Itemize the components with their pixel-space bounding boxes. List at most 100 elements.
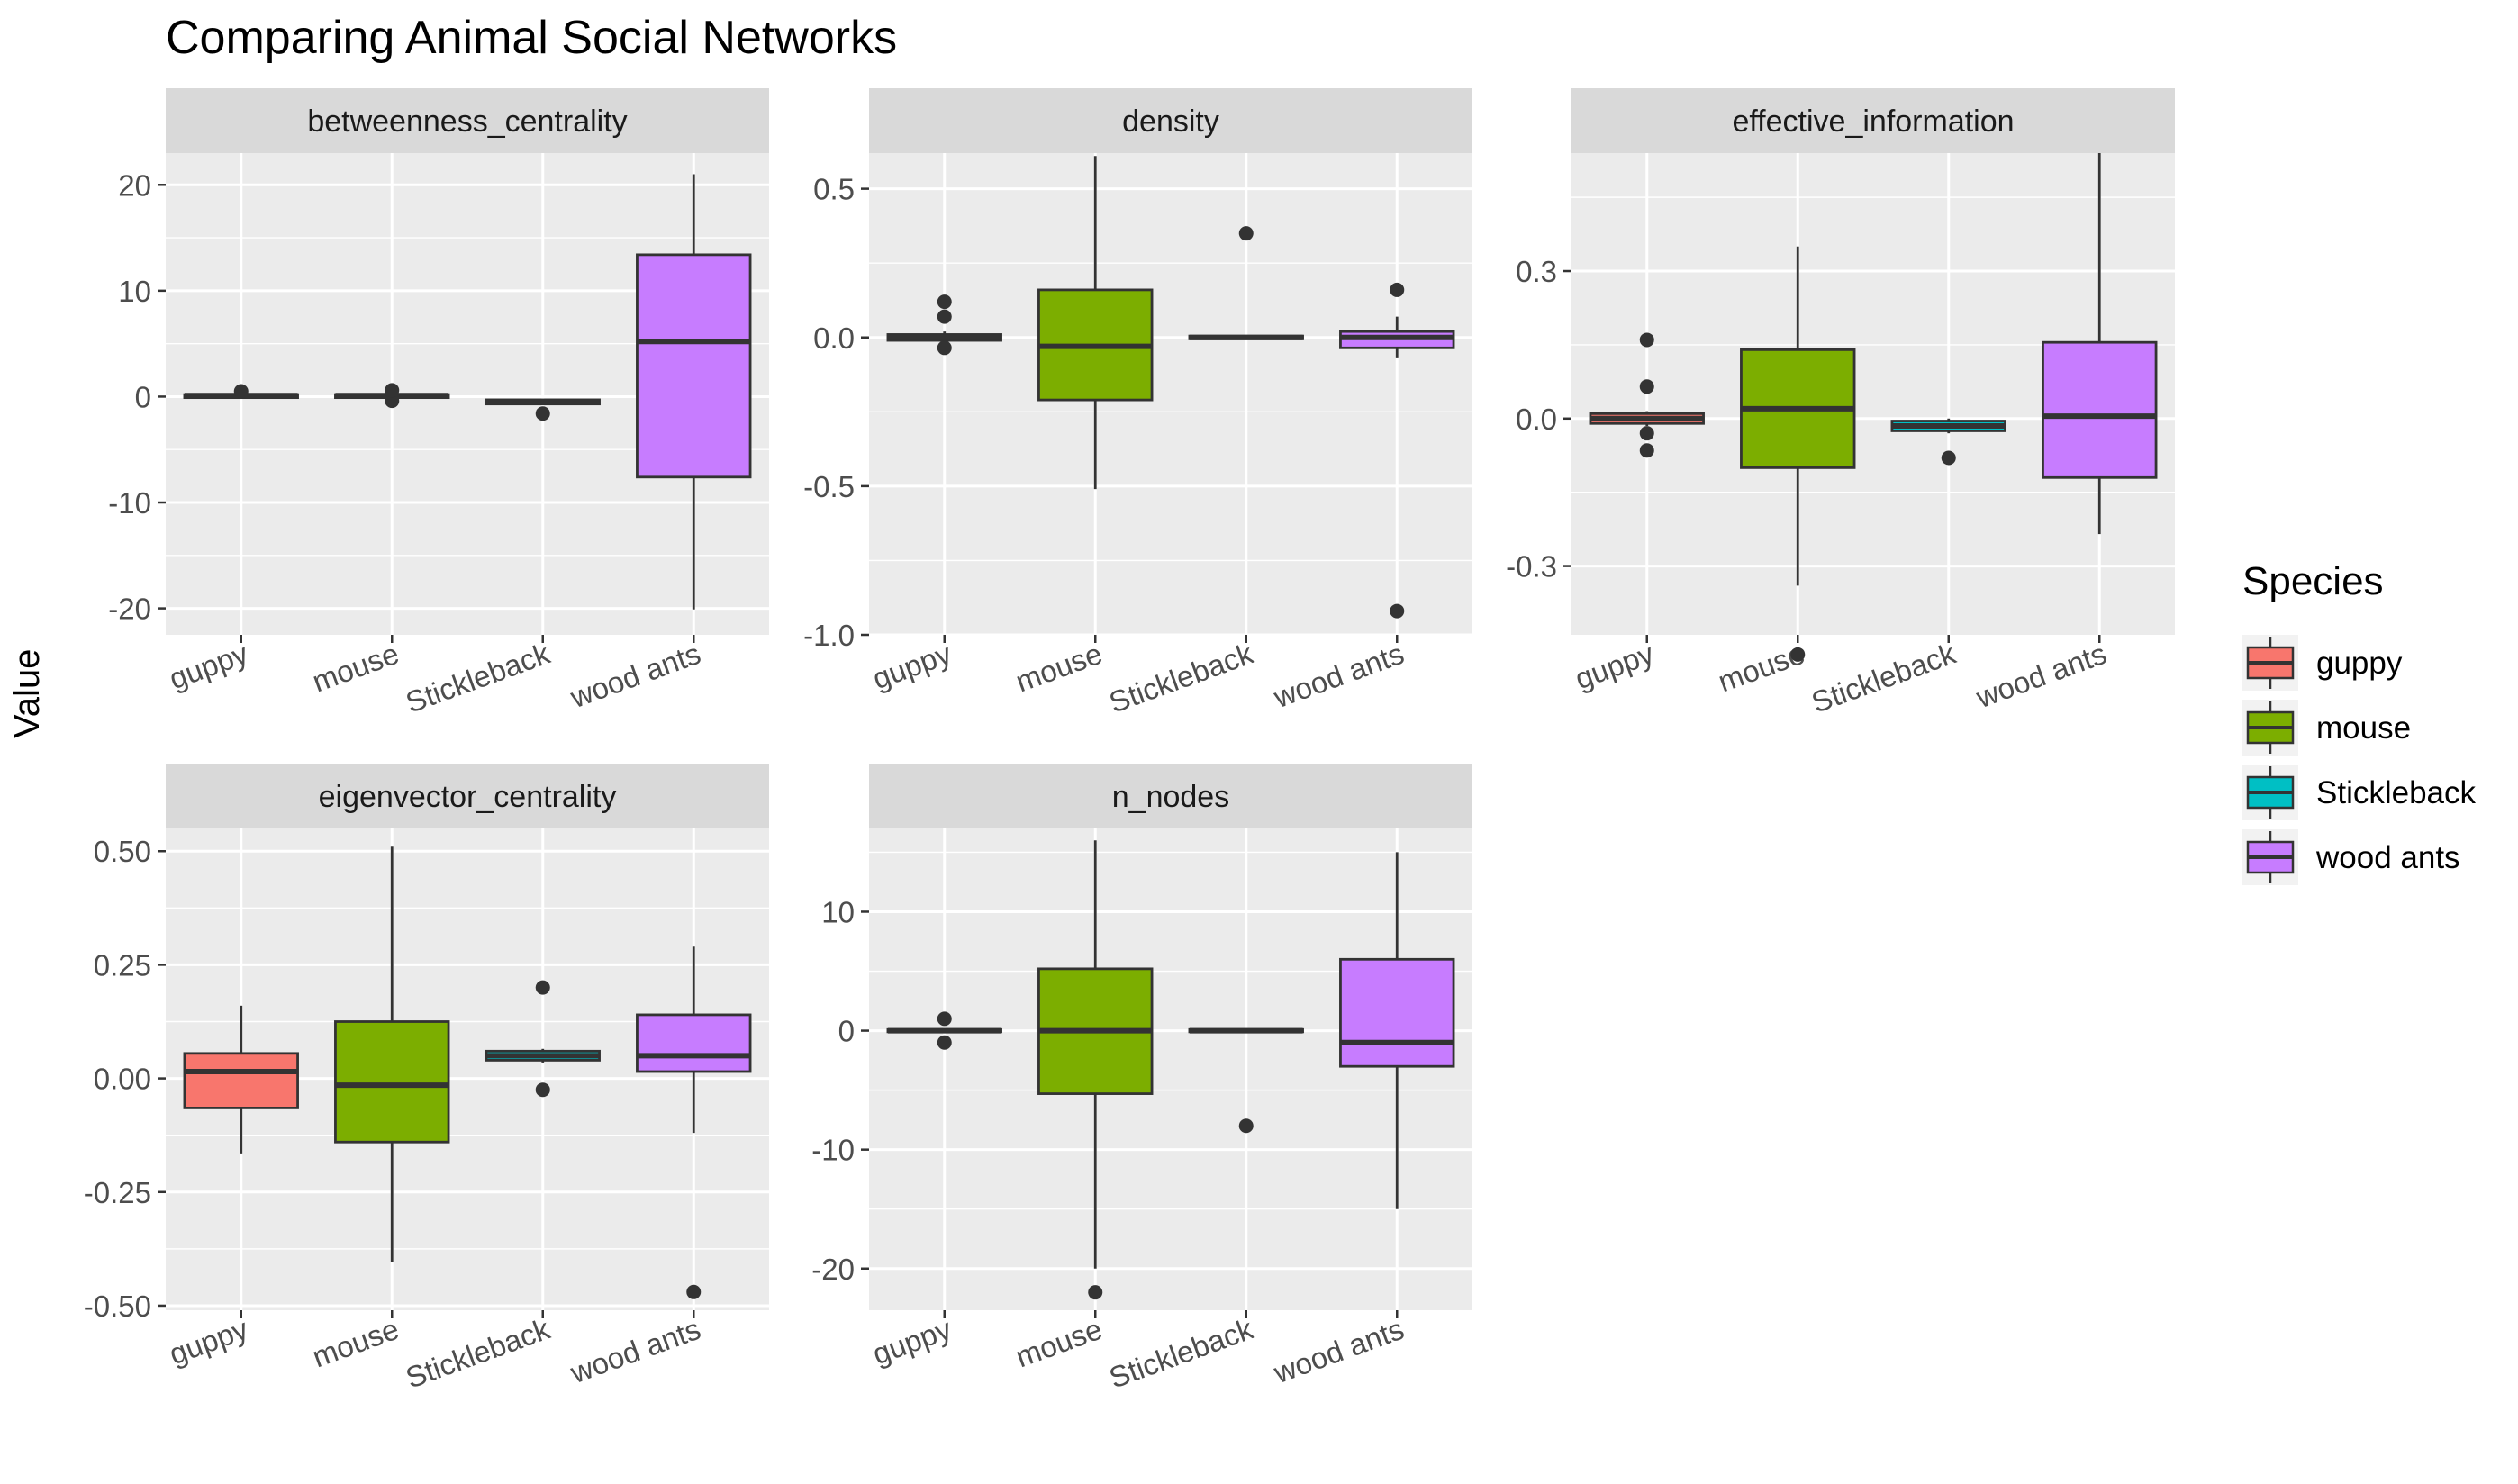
x-tick-label: guppy bbox=[165, 637, 253, 696]
x-tick-label: mouse bbox=[1011, 637, 1107, 699]
y-tick-label: -10 bbox=[108, 486, 151, 520]
chart-title: Comparing Animal Social Networks bbox=[166, 12, 898, 64]
box-wood-ants bbox=[1339, 282, 1455, 619]
y-tick-label: 0 bbox=[135, 380, 151, 413]
outlier-point bbox=[937, 294, 952, 310]
facet-strip-label: n_nodes bbox=[1112, 780, 1229, 814]
x-tick-label: wood ants bbox=[566, 637, 705, 715]
box-mouse bbox=[1037, 156, 1154, 490]
legend: Species guppy mouse Stickleback wood ants bbox=[2242, 559, 2477, 885]
box-stickleback bbox=[485, 398, 601, 421]
legend-entry-label: mouse bbox=[2316, 710, 2411, 746]
legend-entry-label: wood ants bbox=[2315, 840, 2460, 875]
outlier-point bbox=[1390, 603, 1405, 619]
box-stickleback bbox=[1188, 1027, 1304, 1134]
x-tick-label: mouse bbox=[308, 1312, 403, 1374]
y-tick-label: 0.00 bbox=[94, 1063, 151, 1096]
y-tick-label: -0.25 bbox=[84, 1176, 151, 1209]
box-mouse bbox=[334, 383, 450, 409]
outlier-point bbox=[1088, 1285, 1103, 1300]
x-tick-label: mouse bbox=[1011, 1312, 1107, 1374]
y-tick-label: -10 bbox=[811, 1134, 855, 1167]
legend-title: Species bbox=[2242, 559, 2384, 603]
x-tick-label: Stickleback bbox=[1105, 1312, 1258, 1395]
x-tick-label: guppy bbox=[868, 1312, 956, 1371]
box-iqr bbox=[334, 1020, 450, 1144]
outlier-point bbox=[1639, 426, 1654, 441]
y-tick-label: -0.50 bbox=[84, 1289, 151, 1323]
box-iqr bbox=[636, 253, 752, 479]
box-guppy bbox=[183, 384, 299, 400]
outlier-point bbox=[937, 340, 952, 356]
outlier-point bbox=[385, 383, 400, 398]
facet-betweenness_centrality: betweenness_centrality -20 -10 0 10 20 guppy mo… bbox=[108, 88, 769, 719]
box-stickleback bbox=[1188, 226, 1304, 340]
box-mouse bbox=[334, 846, 450, 1263]
x-tick-label: guppy bbox=[868, 637, 956, 696]
box-iqr bbox=[1339, 957, 1455, 1068]
box-wood-ants bbox=[1339, 852, 1455, 1209]
y-tick-label: -20 bbox=[108, 593, 151, 626]
facet-eigenvector_centrality: eigenvector_centrality -0.50 -0.25 0.00 0.25… bbox=[84, 764, 769, 1395]
legend-entry-label: guppy bbox=[2316, 646, 2403, 681]
y-tick-label: 0.50 bbox=[94, 835, 151, 868]
y-tick-label: 20 bbox=[118, 168, 151, 202]
facet-strip bbox=[166, 88, 769, 153]
outlier-point bbox=[535, 980, 550, 995]
outlier-point bbox=[937, 309, 952, 324]
outlier-point bbox=[1941, 450, 1956, 466]
legend-key: mouse bbox=[2242, 700, 2411, 756]
x-tick-label: mouse bbox=[1714, 637, 1809, 699]
facet-density: density -1.0 -0.5 0.0 0.5 guppy mouseStickleba… bbox=[803, 88, 1472, 719]
x-tick-label: wood ants bbox=[566, 1312, 705, 1390]
facet-strip bbox=[869, 88, 1472, 153]
facet-strip-label: density bbox=[1122, 104, 1219, 139]
panel-background bbox=[869, 153, 1472, 635]
box-guppy bbox=[886, 1011, 1002, 1050]
outlier-point bbox=[1639, 379, 1654, 394]
x-tick-label: Stickleback bbox=[402, 637, 555, 719]
panel-background bbox=[869, 828, 1472, 1310]
y-tick-label: -0.5 bbox=[803, 470, 855, 503]
outlier-point bbox=[385, 394, 400, 409]
y-tick-label: 0.3 bbox=[1516, 255, 1557, 288]
outlier-point bbox=[1238, 226, 1254, 241]
legend-entry-label: Stickleback bbox=[2316, 775, 2477, 810]
legend-key: Stickleback bbox=[2242, 765, 2477, 820]
x-tick-label: wood ants bbox=[1269, 1312, 1408, 1390]
box-iqr bbox=[183, 1052, 299, 1109]
y-tick-label: 0.0 bbox=[813, 321, 855, 355]
x-tick-label: guppy bbox=[165, 1312, 253, 1371]
box-iqr bbox=[636, 1013, 752, 1073]
legend-key: wood ants bbox=[2242, 829, 2460, 885]
x-tick-label: Stickleback bbox=[402, 1312, 555, 1395]
box-guppy bbox=[1589, 332, 1705, 458]
y-tick-label: 10 bbox=[821, 895, 855, 928]
y-tick-label: -0.3 bbox=[1506, 550, 1557, 584]
outlier-point bbox=[1639, 332, 1654, 348]
legend-key: guppy bbox=[2242, 635, 2403, 691]
outlier-point bbox=[937, 1011, 952, 1027]
y-tick-label: 0.0 bbox=[1516, 403, 1557, 436]
facet-strip bbox=[869, 764, 1472, 828]
x-tick-label: Stickleback bbox=[1807, 637, 1961, 719]
y-tick-label: -20 bbox=[811, 1253, 855, 1286]
box-mouse bbox=[1037, 840, 1154, 1300]
x-tick-label: wood ants bbox=[1269, 637, 1408, 715]
x-tick-label: guppy bbox=[1571, 637, 1659, 696]
y-tick-label: 10 bbox=[118, 275, 151, 308]
facet-strip-label: betweenness_centrality bbox=[307, 104, 627, 139]
facet-strip bbox=[166, 764, 769, 828]
outlier-point bbox=[1790, 647, 1806, 662]
box-guppy bbox=[183, 1005, 299, 1154]
y-tick-label: -1.0 bbox=[803, 619, 855, 652]
y-tick-label: 0 bbox=[838, 1015, 855, 1048]
outlier-point bbox=[535, 406, 550, 421]
x-tick-label: wood ants bbox=[1971, 637, 2111, 715]
outlier-point bbox=[1639, 443, 1654, 458]
box-mouse bbox=[1740, 246, 1856, 662]
y-tick-label: 0.5 bbox=[813, 173, 855, 206]
